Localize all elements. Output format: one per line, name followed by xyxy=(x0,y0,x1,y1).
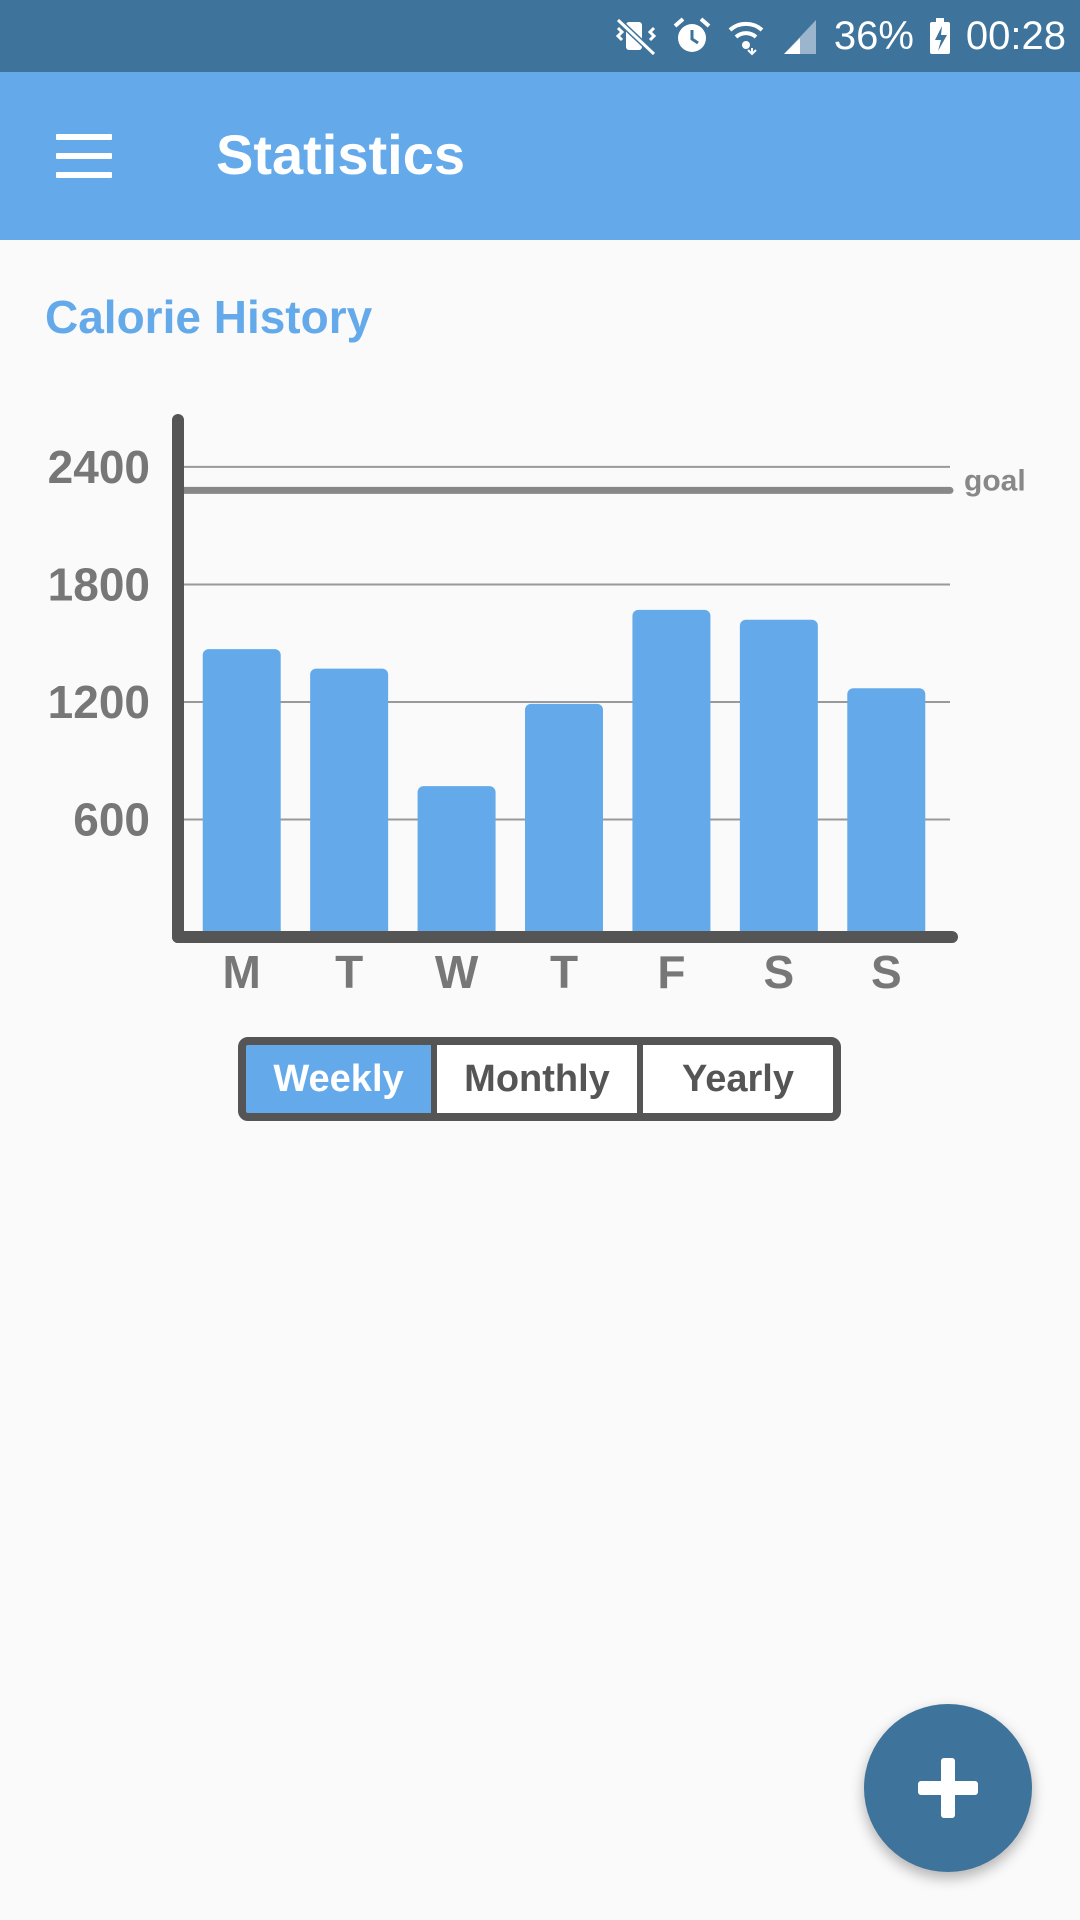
chart-bar xyxy=(632,609,711,937)
vibrate-off-icon xyxy=(614,16,658,56)
x-tick-label: T xyxy=(335,946,363,998)
menu-line xyxy=(56,153,112,159)
status-bar: 36% 00:28 xyxy=(0,0,1080,72)
x-tick-label: S xyxy=(871,946,902,998)
x-tick-label: W xyxy=(435,946,479,998)
goal-label: goal xyxy=(964,464,1026,497)
chart-bar xyxy=(202,649,281,937)
yearly-tab[interactable]: Yearly xyxy=(643,1045,833,1113)
plus-icon xyxy=(918,1758,978,1818)
battery-percent: 36% xyxy=(833,13,914,58)
chart-bar xyxy=(310,668,389,937)
chart-bar xyxy=(417,786,496,937)
app-bar: Statistics xyxy=(0,72,1080,240)
range-selector: Weekly Monthly Yearly xyxy=(238,1037,841,1121)
y-tick-label: 600 xyxy=(73,793,150,845)
signal-icon xyxy=(780,16,820,56)
chart-bar xyxy=(847,688,926,937)
weekly-tab[interactable]: Weekly xyxy=(246,1045,431,1113)
chart-bar xyxy=(739,619,818,937)
battery-charging-icon xyxy=(928,16,952,56)
add-entry-button[interactable] xyxy=(864,1704,1032,1872)
y-tick-label: 1800 xyxy=(48,558,150,610)
section-title: Calorie History xyxy=(45,291,373,343)
x-tick-label: M xyxy=(223,946,261,998)
monthly-tab[interactable]: Monthly xyxy=(437,1045,637,1113)
x-tick-label: T xyxy=(550,946,578,998)
menu-line xyxy=(56,172,112,178)
x-tick-label: F xyxy=(657,946,685,998)
status-icons: 36% 00:28 xyxy=(614,0,1066,72)
y-tick-label: 2400 xyxy=(48,441,150,493)
menu-line xyxy=(56,134,112,140)
page-title: Statistics xyxy=(216,123,465,186)
clock: 00:28 xyxy=(965,13,1066,58)
alarm-icon xyxy=(672,16,712,56)
wifi-icon xyxy=(726,16,766,56)
chart-bar xyxy=(525,703,603,937)
y-tick-label: 1200 xyxy=(48,676,150,728)
x-tick-label: S xyxy=(764,946,795,998)
menu-icon[interactable] xyxy=(40,116,128,196)
